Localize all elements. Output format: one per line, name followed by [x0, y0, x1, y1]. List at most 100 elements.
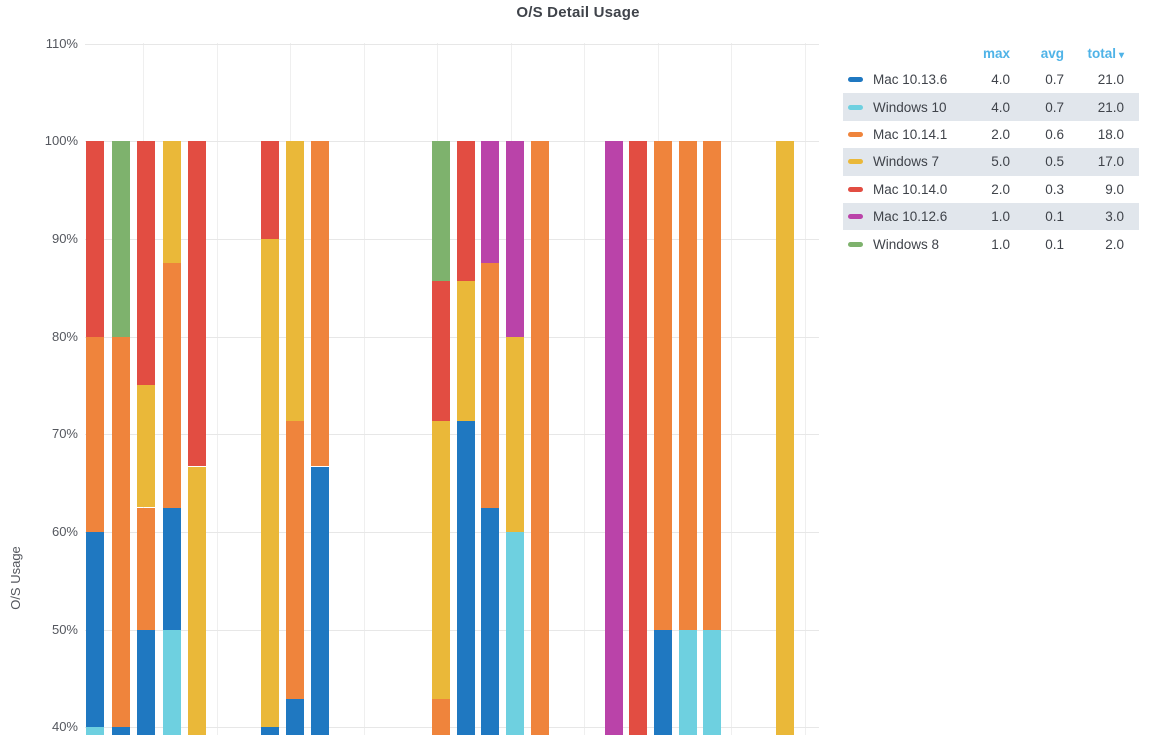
- bar-segment: [112, 727, 130, 735]
- bar-segment: [261, 141, 279, 239]
- legend-series-name[interactable]: Mac 10.14.1: [873, 126, 948, 142]
- bar-segment: [506, 141, 524, 337]
- bar-segment: [506, 532, 524, 735]
- legend-max-value: 2.0: [991, 181, 1010, 197]
- legend-table: max avg total ▾ Mac 10.13.6 4.0 0.7 21.0 Wind…: [843, 40, 1139, 258]
- horizontal-gridline: [85, 727, 819, 729]
- bar-segment: [261, 238, 279, 728]
- legend-series-swatch-icon: [848, 77, 863, 83]
- legend-header-max[interactable]: max: [982, 45, 1010, 61]
- legend-avg-value: 0.6: [1045, 126, 1064, 142]
- bar-segment: [137, 141, 155, 386]
- legend-series-name[interactable]: Mac 10.12.6: [873, 209, 948, 225]
- bar-segment: [163, 263, 181, 508]
- legend-total-value: 2.0: [1105, 236, 1124, 252]
- bar-segment: [457, 280, 475, 421]
- legend-row[interactable]: Windows 8 1.0 0.1 2.0: [843, 230, 1139, 257]
- y-axis-label: O/S Usage: [8, 546, 23, 610]
- legend-avg-value: 0.1: [1045, 209, 1064, 225]
- bar-segment: [703, 141, 721, 630]
- legend-avg-value: 0.3: [1045, 181, 1064, 197]
- vertical-gridline: [363, 43, 365, 735]
- horizontal-gridline: [85, 629, 819, 631]
- legend-series-swatch-icon: [848, 159, 863, 165]
- legend-series-name[interactable]: Mac 10.13.6: [873, 72, 948, 88]
- y-tick-label: 90%: [51, 230, 78, 246]
- y-tick-label: 40%: [51, 719, 78, 735]
- legend-header-total-label: total: [1087, 45, 1116, 61]
- y-tick-label: 60%: [51, 524, 78, 539]
- bar-segment: [457, 141, 475, 281]
- bar-segment: [506, 336, 524, 532]
- legend-row[interactable]: Mac 10.14.0 2.0 0.3 9.0: [843, 176, 1139, 203]
- bar-segment: [86, 532, 104, 728]
- bar-segment: [286, 420, 304, 699]
- vertical-gridline: [584, 43, 585, 735]
- legend-max-value: 4.0: [991, 72, 1010, 88]
- legend-avg-value: 0.7: [1045, 72, 1064, 88]
- bar-segment: [432, 141, 450, 281]
- legend-total-value: 18.0: [1097, 126, 1124, 142]
- legend-header-row: max avg total ▾: [843, 40, 1139, 66]
- legend-series-name[interactable]: Windows 8: [873, 236, 940, 252]
- legend-total-value: 9.0: [1105, 181, 1124, 197]
- legend-series-swatch-icon: [848, 241, 863, 247]
- bar-segment: [679, 141, 697, 630]
- vertical-gridline: [216, 43, 218, 735]
- bar-segment: [163, 629, 181, 735]
- bar-segment: [481, 263, 499, 508]
- bar-segment: [286, 141, 304, 421]
- legend-max-value: 5.0: [991, 154, 1010, 170]
- bar-segment: [654, 141, 672, 630]
- bar-segment: [311, 141, 329, 467]
- y-tick-label: 100%: [44, 133, 78, 149]
- bar-segment: [311, 466, 329, 735]
- bar-segment: [481, 507, 499, 735]
- vertical-gridline: [804, 43, 806, 735]
- vertical-gridline: [731, 43, 732, 735]
- legend-max-value: 2.0: [991, 126, 1010, 142]
- legend-total-value: 21.0: [1097, 99, 1124, 115]
- legend-row[interactable]: Windows 10 4.0 0.7 21.0: [843, 93, 1139, 121]
- horizontal-gridline: [85, 532, 819, 533]
- legend-total-value: 3.0: [1105, 209, 1124, 225]
- bar-segment: [261, 727, 279, 735]
- bar-segment: [188, 141, 206, 467]
- legend-series-name[interactable]: Windows 10: [873, 99, 947, 115]
- legend-header-total[interactable]: total ▾: [1064, 46, 1124, 61]
- legend-header-avg[interactable]: avg: [1040, 45, 1064, 61]
- legend-row[interactable]: Mac 10.12.6 1.0 0.1 3.0: [843, 202, 1139, 231]
- bar-segment: [137, 629, 155, 735]
- horizontal-gridline: [85, 43, 819, 45]
- bar-segment: [703, 629, 721, 735]
- legend-row[interactable]: Mac 10.13.6 4.0 0.7 21.0: [843, 66, 1139, 93]
- bar-segment: [188, 466, 206, 735]
- bar-segment: [137, 507, 155, 630]
- horizontal-gridline: [85, 434, 819, 436]
- y-tick-label: 80%: [51, 328, 78, 344]
- legend-series-swatch-icon: [848, 131, 863, 137]
- bar-segment: [286, 699, 304, 735]
- legend-avg-value: 0.5: [1045, 154, 1064, 170]
- legend-avg-value: 0.1: [1045, 236, 1064, 252]
- bar-segment: [432, 280, 450, 421]
- legend-row[interactable]: Windows 7 5.0 0.5 17.0: [843, 148, 1139, 176]
- bar-segment: [112, 336, 130, 728]
- bar-segment: [163, 141, 181, 264]
- panel-title[interactable]: O/S Detail Usage: [516, 4, 640, 21]
- legend-series-swatch-icon: [848, 186, 863, 192]
- legend-total-value: 17.0: [1097, 154, 1124, 170]
- bar-segment: [432, 420, 450, 699]
- legend-series-name[interactable]: Windows 7: [873, 154, 940, 170]
- bar-segment: [457, 420, 475, 735]
- legend-row[interactable]: Mac 10.14.1 2.0 0.6 18.0: [843, 121, 1139, 148]
- bar-segment: [629, 141, 647, 735]
- legend-rows: Mac 10.13.6 4.0 0.7 21.0 Windows 10 4.0 0.7 21.…: [843, 66, 1139, 258]
- horizontal-gridline: [85, 141, 819, 143]
- sort-caret-icon: ▾: [1118, 49, 1124, 61]
- bar-segment: [432, 699, 450, 735]
- y-tick-label: 50%: [51, 621, 78, 637]
- horizontal-gridline: [85, 238, 819, 240]
- legend-series-name[interactable]: Mac 10.14.0: [873, 181, 948, 197]
